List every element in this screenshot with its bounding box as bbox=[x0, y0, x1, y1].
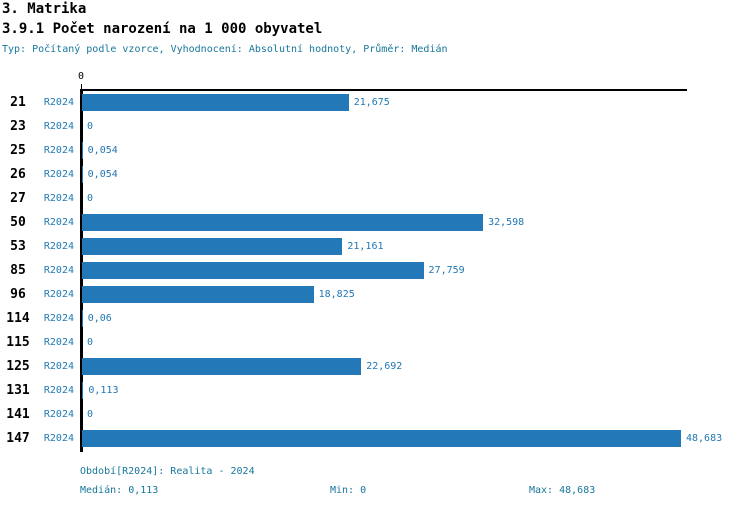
bar[interactable] bbox=[82, 238, 343, 255]
chart-row: 53 R2024 21,161 bbox=[0, 235, 750, 259]
category-label: 115 bbox=[6, 334, 30, 350]
series-label: R2024 bbox=[43, 240, 74, 252]
value-label: 21,161 bbox=[347, 240, 384, 252]
category-label: 125 bbox=[6, 358, 30, 374]
chart-row: 50 R2024 32,598 bbox=[0, 211, 750, 235]
category-label: 147 bbox=[6, 430, 30, 446]
chart-row: 25 R2024 0,054 bbox=[0, 139, 750, 163]
chart-row: 85 R2024 27,759 bbox=[0, 259, 750, 283]
bar[interactable] bbox=[82, 286, 314, 303]
value-label: 21,675 bbox=[353, 96, 390, 108]
value-label: 27,759 bbox=[428, 264, 465, 276]
footer-period: Období[R2024]: Realita - 2024 bbox=[80, 466, 255, 477]
value-label: 32,598 bbox=[488, 216, 525, 228]
value-label: 0,054 bbox=[87, 168, 118, 180]
chart-row: 96 R2024 18,825 bbox=[0, 283, 750, 307]
bar[interactable] bbox=[82, 382, 84, 399]
value-label: 0,054 bbox=[87, 144, 118, 156]
value-label: 0,113 bbox=[88, 384, 119, 396]
category-label: 85 bbox=[10, 262, 26, 278]
series-label: R2024 bbox=[43, 96, 74, 108]
value-label: 18,825 bbox=[318, 288, 355, 300]
footer-median: Medián: 0,113 bbox=[80, 485, 158, 496]
value-label: 0 bbox=[87, 192, 94, 204]
footer-median-value: 0,113 bbox=[128, 485, 159, 496]
value-label: 0 bbox=[87, 336, 94, 348]
category-label: 25 bbox=[10, 142, 26, 158]
value-label: 0,06 bbox=[87, 312, 112, 324]
series-label: R2024 bbox=[43, 288, 74, 300]
series-label: R2024 bbox=[43, 384, 74, 396]
footer-min-value: 0 bbox=[360, 485, 367, 496]
series-label: R2024 bbox=[43, 264, 74, 276]
bar[interactable] bbox=[82, 262, 424, 279]
series-label: R2024 bbox=[43, 312, 74, 324]
chart-rows: 21 R2024 21,675 23 R2024 0 25 R2024 0,054 26 R2024… bbox=[0, 91, 750, 451]
bar[interactable] bbox=[82, 430, 681, 447]
value-label: 48,683 bbox=[686, 432, 723, 444]
value-label: 22,692 bbox=[366, 360, 403, 372]
category-label: 50 bbox=[10, 214, 26, 230]
chart-row: 147 R2024 48,683 bbox=[0, 427, 750, 451]
bar[interactable] bbox=[82, 166, 83, 183]
series-label: R2024 bbox=[43, 120, 74, 132]
x-axis-line bbox=[80, 89, 687, 91]
category-label: 27 bbox=[10, 190, 26, 206]
chart-row: 114 R2024 0,06 bbox=[0, 307, 750, 331]
chart-row: 23 R2024 0 bbox=[0, 115, 750, 139]
bar[interactable] bbox=[82, 214, 484, 231]
footer-max: Max: 48,683 bbox=[529, 485, 595, 496]
page-title: 3. Matrika bbox=[2, 1, 87, 17]
series-label: R2024 bbox=[43, 144, 74, 156]
chart-row: 26 R2024 0,054 bbox=[0, 163, 750, 187]
category-label: 96 bbox=[10, 286, 26, 302]
series-label: R2024 bbox=[43, 168, 74, 180]
series-label: R2024 bbox=[43, 432, 74, 444]
chart-row: 131 R2024 0,113 bbox=[0, 379, 750, 403]
series-label: R2024 bbox=[43, 408, 74, 420]
category-label: 114 bbox=[6, 310, 30, 326]
category-label: 131 bbox=[6, 382, 30, 398]
chart-row: 21 R2024 21,675 bbox=[0, 91, 750, 115]
y-axis-line bbox=[80, 89, 83, 452]
chart-row: 115 R2024 0 bbox=[0, 331, 750, 355]
bar[interactable] bbox=[82, 94, 349, 111]
footer-min-label: Min: bbox=[330, 485, 355, 496]
value-label: 0 bbox=[87, 120, 94, 132]
footer-median-label: Medián: bbox=[80, 485, 123, 496]
series-label: R2024 bbox=[43, 360, 74, 372]
chart-title: 3.9.1 Počet narození na 1 000 obyvatel bbox=[2, 21, 323, 37]
x-axis-tick-label-zero: 0 bbox=[77, 71, 85, 82]
footer-max-label: Max: bbox=[529, 485, 554, 496]
x-axis-tick-mark bbox=[80, 84, 82, 90]
chart-row: 141 R2024 0 bbox=[0, 403, 750, 427]
series-label: R2024 bbox=[43, 192, 74, 204]
bar[interactable] bbox=[82, 142, 83, 159]
series-label: R2024 bbox=[43, 336, 74, 348]
chart-meta-line: Typ: Počítaný podle vzorce, Vyhodnocení:… bbox=[2, 44, 448, 55]
value-label: 0 bbox=[87, 408, 94, 420]
category-label: 53 bbox=[10, 238, 26, 254]
chart-row: 27 R2024 0 bbox=[0, 187, 750, 211]
category-label: 141 bbox=[6, 406, 30, 422]
bar[interactable] bbox=[82, 310, 83, 327]
category-label: 23 bbox=[10, 118, 26, 134]
bar[interactable] bbox=[82, 358, 362, 375]
category-label: 21 bbox=[10, 94, 26, 110]
footer-max-value: 48,683 bbox=[559, 485, 596, 496]
category-label: 26 bbox=[10, 166, 26, 182]
footer-min: Min: 0 bbox=[330, 485, 366, 496]
chart-row: 125 R2024 22,692 bbox=[0, 355, 750, 379]
series-label: R2024 bbox=[43, 216, 74, 228]
